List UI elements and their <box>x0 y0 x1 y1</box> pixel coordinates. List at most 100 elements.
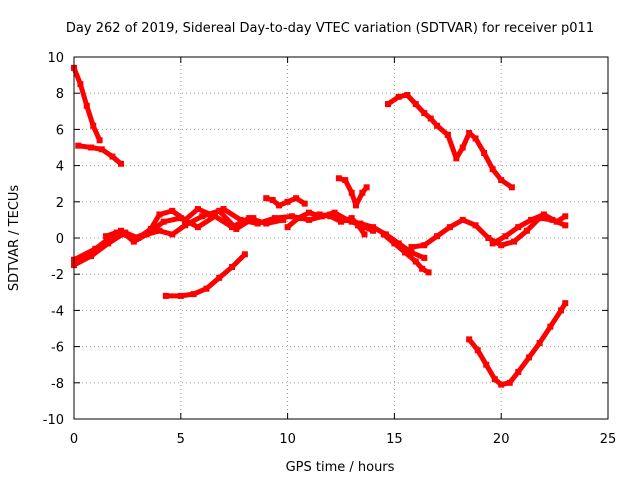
y-tick-label: -2 <box>51 268 64 283</box>
data-point <box>169 231 176 238</box>
data-point <box>404 92 411 99</box>
data-point <box>502 233 509 240</box>
data-point <box>421 110 428 117</box>
data-point <box>562 222 569 229</box>
data-point <box>498 242 505 249</box>
data-point <box>263 220 270 227</box>
data-point <box>474 347 481 354</box>
data-point <box>466 336 473 343</box>
data-point <box>83 102 90 109</box>
data-point <box>472 135 479 142</box>
y-tick-label: 2 <box>56 196 64 211</box>
data-point <box>370 227 377 234</box>
data-point <box>77 81 84 88</box>
data-point <box>444 131 451 138</box>
data-point <box>295 215 302 222</box>
data-point <box>103 233 110 240</box>
data-point <box>338 218 344 225</box>
data-point <box>177 215 184 222</box>
data-point <box>305 216 312 223</box>
data-point <box>220 206 227 213</box>
series-arc-f <box>162 251 248 299</box>
data-point <box>472 222 479 229</box>
data-point <box>536 339 543 346</box>
x-tick-label: 0 <box>70 432 78 447</box>
series-arc-p <box>466 300 569 388</box>
data-point <box>276 202 283 209</box>
y-tick-label: -10 <box>43 413 64 428</box>
series-arc-i <box>335 175 370 209</box>
data-point <box>117 160 124 167</box>
data-point <box>233 225 240 232</box>
data-point <box>355 222 362 229</box>
data-point <box>528 216 535 223</box>
series-arc-k <box>380 231 432 276</box>
data-point <box>241 251 248 258</box>
data-point <box>305 209 312 216</box>
data-point <box>483 361 490 368</box>
series-arc-e <box>103 207 257 245</box>
x-tick-label: 15 <box>386 432 403 447</box>
data-point <box>280 216 287 223</box>
data-point <box>335 175 342 182</box>
data-point <box>523 227 530 234</box>
y-tick-label: 4 <box>56 160 64 175</box>
y-tick-label: -6 <box>51 341 64 356</box>
data-point <box>229 263 236 270</box>
data-point <box>203 285 210 292</box>
data-point <box>434 233 441 240</box>
data-point <box>481 149 488 156</box>
data-point <box>408 249 415 256</box>
data-point <box>421 242 428 249</box>
data-point <box>130 235 137 241</box>
data-point <box>216 274 223 281</box>
axis-ticks: 0 5 10 15 20 25 -10 -8 -6 -4 -2 0 2 4 6 8 10 <box>43 51 617 447</box>
data-point <box>553 218 560 225</box>
data-point <box>498 381 505 388</box>
data-point <box>88 253 95 260</box>
data-point <box>370 224 377 231</box>
data-point <box>88 144 95 151</box>
data-point <box>263 195 270 202</box>
data-point <box>515 224 522 231</box>
data-point <box>434 122 441 129</box>
y-axis-label: SDTVAR / TECUs <box>7 185 22 292</box>
data-point <box>177 292 184 299</box>
data-point <box>331 209 338 216</box>
x-tick-label: 10 <box>279 432 296 447</box>
data-point <box>199 213 206 220</box>
data-point <box>301 200 308 207</box>
data-point <box>459 216 466 223</box>
data-point <box>75 142 82 149</box>
data-point <box>498 177 505 184</box>
data-point <box>506 379 513 386</box>
data-point <box>288 213 295 220</box>
chart-title: Day 262 of 2019, Sidereal Day-to-day VTE… <box>66 21 594 36</box>
data-point <box>515 368 522 375</box>
data-point <box>562 213 569 220</box>
data-point <box>485 235 492 241</box>
data-point <box>254 220 261 227</box>
data-point <box>271 215 278 222</box>
series-arc-g <box>263 195 308 209</box>
data-point <box>384 101 391 108</box>
data-point <box>380 231 387 238</box>
data-point <box>453 155 460 162</box>
y-tick-label: 8 <box>56 87 64 102</box>
data-point <box>402 249 409 256</box>
series-arc-o <box>489 211 569 247</box>
data-point <box>491 376 498 383</box>
data-point <box>562 300 569 307</box>
data-point <box>421 254 428 261</box>
data-point <box>395 240 402 247</box>
data-point <box>348 189 355 196</box>
data-point <box>269 196 276 203</box>
data-point <box>359 189 366 196</box>
data-point <box>547 323 554 330</box>
data-point <box>391 240 398 247</box>
data-point <box>348 215 355 222</box>
data-point <box>489 166 496 173</box>
data-point <box>408 244 415 251</box>
